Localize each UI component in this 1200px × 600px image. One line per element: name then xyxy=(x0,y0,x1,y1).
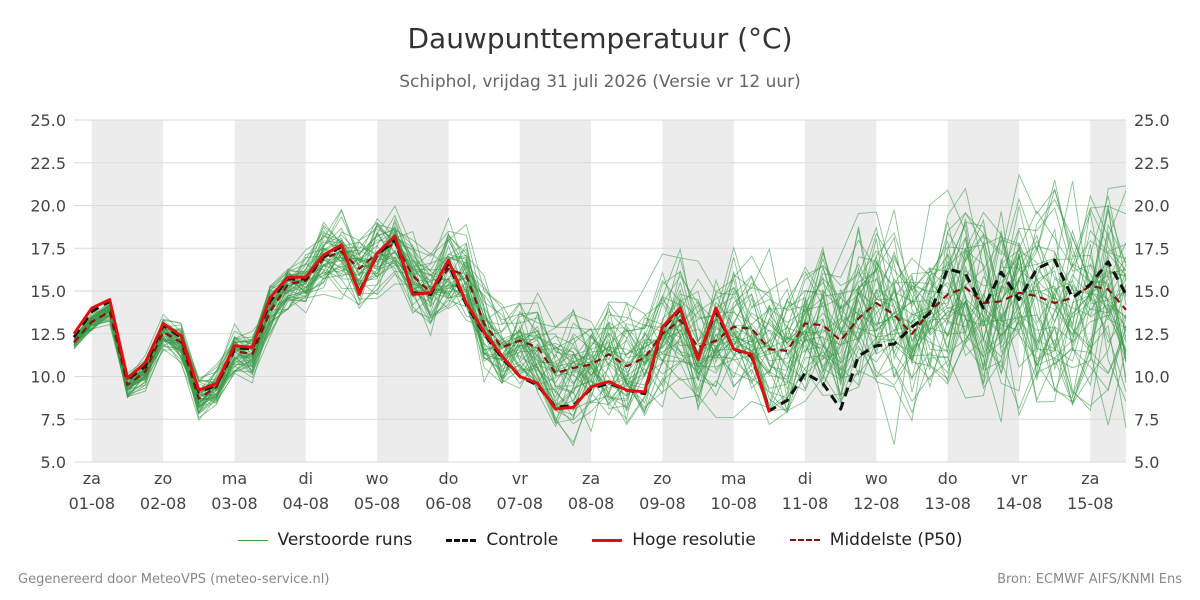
y-tick-label-right: 25.0 xyxy=(1134,111,1170,130)
legend-label-ensemble: Verstoorde runs xyxy=(277,530,413,550)
legend-item-ensemble[interactable]: Verstoorde runs xyxy=(237,530,413,550)
y-tick-label-right: 5.0 xyxy=(1134,453,1159,472)
y-tick-label-right: 10.0 xyxy=(1134,368,1170,387)
x-tick-label-day: ma xyxy=(222,469,247,488)
y-tick-label-left: 20.0 xyxy=(30,197,66,216)
y-tick-label-right: 22.5 xyxy=(1134,154,1170,173)
x-tick-label-date: 01-08 xyxy=(69,494,116,513)
series-line-controle xyxy=(72,238,1128,413)
footer-source: Bron: ECMWF AIFS/KNMI Ens xyxy=(997,572,1182,587)
x-tick-label-date: 11-08 xyxy=(782,494,829,513)
x-tick-label-date: 10-08 xyxy=(710,494,757,513)
x-tick-label-date: 07-08 xyxy=(497,494,544,513)
ensemble-run-line xyxy=(73,209,1127,419)
y-tick-label-left: 12.5 xyxy=(30,325,66,344)
x-tick-label-date: 05-08 xyxy=(354,494,401,513)
x-tick-label-day: zo xyxy=(154,469,172,488)
legend-label-median: Middelste (P50) xyxy=(829,530,963,550)
x-tick-label-date: 14-08 xyxy=(996,494,1043,513)
ensemble-run-line xyxy=(73,221,1127,408)
x-tick-label-date: 15-08 xyxy=(1067,494,1114,513)
y-tick-label-right: 12.5 xyxy=(1134,325,1170,344)
x-tick-label-date: 04-08 xyxy=(283,494,330,513)
x-tick-label-date: 06-08 xyxy=(425,494,472,513)
x-tick-label-day: za xyxy=(83,469,101,488)
y-tick-label-left: 25.0 xyxy=(30,111,66,130)
ensemble-run-line xyxy=(73,205,1127,411)
x-tick-label-day: di xyxy=(798,469,813,488)
legend-swatch-ensemble xyxy=(237,539,268,541)
legend-swatch-control xyxy=(446,538,477,542)
ensemble-run-line xyxy=(73,221,1127,443)
ensemble-run-line xyxy=(73,187,1127,398)
y-tick-label-left: 17.5 xyxy=(30,239,66,258)
y-tick-label-right: 20.0 xyxy=(1134,197,1170,216)
x-tick-label-day: wo xyxy=(865,469,888,488)
legend-swatch-median xyxy=(789,539,820,541)
x-tick-label-date: 02-08 xyxy=(140,494,187,513)
x-tick-label-day: za xyxy=(582,469,600,488)
y-tick-label-left: 22.5 xyxy=(30,154,66,173)
legend-label-control: Controle xyxy=(486,530,559,550)
y-tick-label-left: 7.5 xyxy=(41,410,66,429)
series-line-middelste-p50 xyxy=(73,242,1127,400)
y-tick-label-right: 7.5 xyxy=(1134,410,1159,429)
y-tick-label-left: 5.0 xyxy=(41,453,66,472)
x-tick-label-date: 09-08 xyxy=(639,494,686,513)
x-tick-label-day: vr xyxy=(1011,469,1027,488)
ensemble-run-line xyxy=(73,229,1127,405)
y-tick-label-right: 15.0 xyxy=(1134,282,1170,301)
legend-item-hires[interactable]: Hoge resolutie xyxy=(592,530,756,550)
x-tick-label-day: wo xyxy=(366,469,389,488)
ensemble-run-line xyxy=(73,221,1127,416)
ensemble-run-line xyxy=(73,239,1127,429)
series-line-hoge-resolutie xyxy=(72,234,771,413)
ensemble-run-line xyxy=(73,233,1127,415)
x-tick-label-date: 12-08 xyxy=(853,494,900,513)
legend-swatch-hires xyxy=(592,538,623,542)
y-tick-label-left: 10.0 xyxy=(30,368,66,387)
ensemble-run-line xyxy=(73,189,1127,413)
ensemble-run-line xyxy=(73,211,1127,400)
footer-credit: Gegenereerd door MeteoVPS (meteo-service… xyxy=(18,572,330,587)
x-tick-label-date: 13-08 xyxy=(924,494,971,513)
legend-label-hires: Hoge resolutie xyxy=(632,530,756,550)
x-tick-label-day: ma xyxy=(721,469,746,488)
ensemble-run-line xyxy=(73,229,1127,408)
chart-title: Dauwpunttemperatuur (°C) xyxy=(407,22,793,55)
x-tick-label-day: za xyxy=(1081,469,1099,488)
legend-item-control[interactable]: Controle xyxy=(446,530,558,550)
x-tick-label-day: di xyxy=(298,469,313,488)
chart-subtitle: Schiphol, vrijdag 31 juli 2026 (Versie v… xyxy=(399,72,801,92)
x-tick-label-day: vr xyxy=(512,469,528,488)
x-tick-label-day: zo xyxy=(653,469,671,488)
x-tick-label-day: do xyxy=(438,469,458,488)
y-tick-label-right: 17.5 xyxy=(1134,239,1170,258)
x-tick-label-date: 08-08 xyxy=(568,494,615,513)
x-tick-label-date: 03-08 xyxy=(211,494,258,513)
ensemble-run-line xyxy=(73,223,1127,402)
legend-item-median[interactable]: Middelste (P50) xyxy=(789,530,963,550)
chart-legend: Verstoorde runs Controle Hoge resolutie … xyxy=(0,530,1200,550)
y-tick-label-left: 15.0 xyxy=(30,282,66,301)
x-tick-label-day: do xyxy=(938,469,958,488)
